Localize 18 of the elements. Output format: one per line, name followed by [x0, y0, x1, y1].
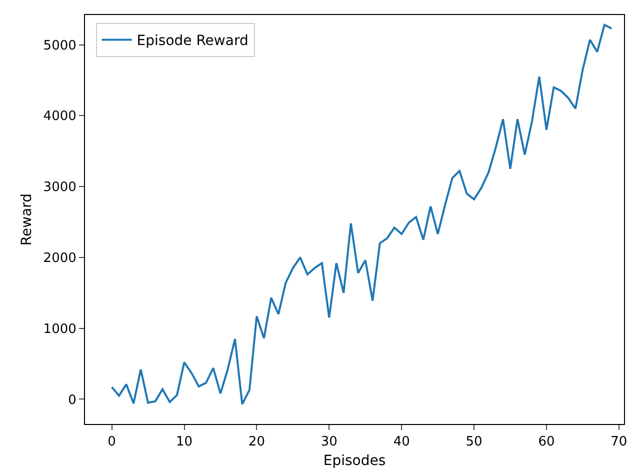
y-tick-label: 3000	[43, 180, 76, 196]
legend-label: Episode Reward	[136, 33, 248, 50]
x-tick-label: 0	[108, 434, 116, 450]
y-tick-label: 4000	[43, 109, 76, 124]
x-tick-label: 10	[176, 434, 193, 450]
y-tick-label: 5000	[43, 38, 76, 54]
y-tick-label: 2000	[43, 250, 76, 266]
x-tick-label: 40	[393, 434, 410, 450]
x-tick-label: 60	[538, 434, 555, 450]
x-tick-label: 70	[610, 434, 628, 450]
x-axis-title: Episodes	[323, 452, 386, 469]
y-tick-label: 1000	[43, 322, 76, 337]
line-series	[110, 24, 613, 406]
x-tick-label: 30	[320, 434, 338, 450]
x-tick-label: 50	[466, 434, 482, 450]
y-tick-label: 0	[68, 392, 76, 408]
y-axis-title: Reward	[18, 193, 35, 246]
x-tick-label: 20	[248, 434, 265, 450]
